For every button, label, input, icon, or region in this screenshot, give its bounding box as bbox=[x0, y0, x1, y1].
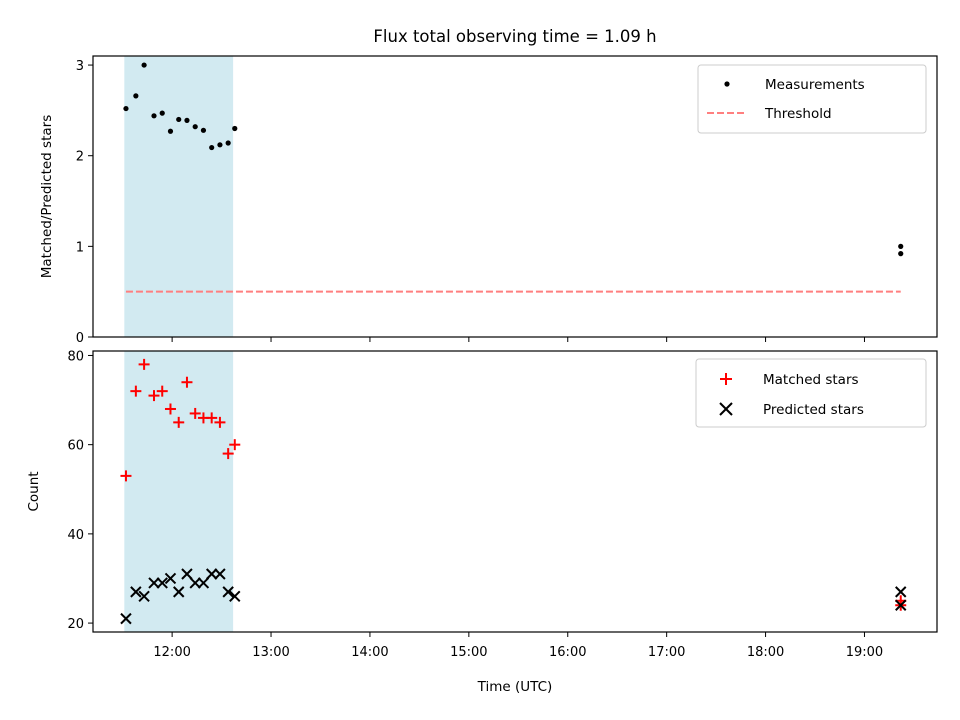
predicted-star-point bbox=[164, 572, 177, 585]
bottom-legend: Matched stars Predicted stars bbox=[695, 358, 927, 428]
legend-measurements-label: Measurements bbox=[765, 77, 865, 93]
matched-star-point bbox=[164, 403, 176, 415]
bottom-shaded-interval bbox=[124, 351, 234, 632]
top-axes-frame bbox=[92, 55, 938, 338]
measurement-point bbox=[232, 125, 238, 132]
measurement-point bbox=[123, 105, 129, 112]
x-tick-label: 17:00 bbox=[648, 645, 685, 660]
bottom-legend-box bbox=[695, 358, 927, 428]
top-legend-box bbox=[697, 64, 927, 134]
measurement-point bbox=[200, 127, 207, 133]
x-tick-label: 13:00 bbox=[252, 645, 289, 660]
predicted-star-point bbox=[895, 586, 907, 598]
legend-threshold-label: Threshold bbox=[764, 106, 832, 122]
top-panel: 0 1 2 3 Matched/Predicted stars Measurement… bbox=[39, 55, 938, 346]
matched-star-point bbox=[148, 390, 160, 402]
measurement-point bbox=[141, 62, 147, 68]
measurement-point bbox=[898, 251, 904, 257]
measurement-point bbox=[159, 110, 165, 116]
predicted-star-point bbox=[189, 577, 201, 589]
predicted-star-point bbox=[205, 568, 218, 580]
matched-star-point bbox=[181, 376, 193, 388]
y-tick-label: 0 bbox=[76, 331, 84, 346]
x-tick-label: 15:00 bbox=[450, 645, 487, 660]
predicted-star-point bbox=[156, 577, 168, 589]
x-tick-label: 14:00 bbox=[351, 645, 388, 660]
bottom-y-axis-label: Count bbox=[26, 471, 42, 511]
measurement-point bbox=[176, 116, 182, 123]
measurement-point bbox=[133, 93, 139, 99]
y-tick-label: 2 bbox=[76, 150, 84, 165]
matched-star-point bbox=[173, 416, 185, 428]
x-tick-label: 19:00 bbox=[846, 645, 883, 660]
legend-predicted-label: Predicted stars bbox=[763, 402, 864, 418]
legend-matched-label: Matched stars bbox=[763, 372, 859, 388]
matched-star-point bbox=[189, 407, 201, 419]
matched-star-point bbox=[156, 385, 168, 397]
matched-star-point bbox=[206, 412, 218, 424]
predicted-star-point bbox=[895, 599, 907, 611]
y-tick-label: 3 bbox=[76, 59, 84, 74]
top-y-axis-label: Matched/Predicted stars bbox=[39, 115, 55, 278]
predicted-star-point bbox=[120, 612, 132, 625]
top-shaded-interval bbox=[124, 56, 234, 337]
measurement-point bbox=[209, 144, 215, 151]
predicted-star-point bbox=[222, 586, 234, 598]
predicted-star-point bbox=[229, 590, 241, 603]
matched-star-point bbox=[222, 448, 234, 460]
y-tick-label: 40 bbox=[67, 528, 84, 543]
measurement-point bbox=[217, 142, 223, 148]
matched-star-point bbox=[138, 358, 150, 370]
y-tick-label: 80 bbox=[67, 349, 84, 364]
predicted-star-point bbox=[130, 586, 142, 598]
y-tick-label: 1 bbox=[76, 240, 84, 255]
legend-measurements-marker bbox=[724, 81, 730, 87]
chart-title: Flux total observing time = 1.09 h bbox=[373, 27, 656, 46]
x-tick-label: 18:00 bbox=[747, 645, 784, 660]
y-tick-label: 20 bbox=[67, 617, 84, 632]
measurement-point bbox=[184, 117, 190, 123]
predicted-star-point bbox=[181, 568, 193, 580]
predicted-star-point bbox=[148, 577, 160, 589]
predicted-star-point bbox=[138, 590, 150, 603]
legend-matched-marker bbox=[720, 373, 732, 385]
measurement-point bbox=[192, 124, 198, 130]
measurement-point bbox=[151, 113, 157, 119]
predicted-star-point bbox=[197, 577, 210, 589]
legend-predicted-marker bbox=[719, 402, 733, 416]
x-tick-label: 16:00 bbox=[549, 645, 586, 660]
top-legend: Measurements Threshold bbox=[697, 64, 927, 134]
matched-star-point bbox=[229, 439, 241, 451]
x-axis-label: Time (UTC) bbox=[477, 679, 553, 695]
measurement-point bbox=[225, 140, 231, 146]
measurement-point bbox=[898, 243, 904, 249]
matched-star-point bbox=[130, 385, 142, 397]
y-tick-label: 60 bbox=[67, 439, 84, 454]
predicted-star-point bbox=[214, 568, 226, 580]
x-tick-label: 12:00 bbox=[153, 645, 190, 660]
measurement-point bbox=[167, 128, 174, 134]
predicted-star-point bbox=[173, 586, 185, 598]
bottom-panel: 20 40 60 80 12:00 13:00 14:00 15:00 16:00 17:00 1… bbox=[26, 349, 938, 695]
matched-star-point bbox=[120, 470, 132, 482]
matched-star-point bbox=[214, 416, 226, 428]
bottom-axes-frame bbox=[92, 350, 938, 633]
